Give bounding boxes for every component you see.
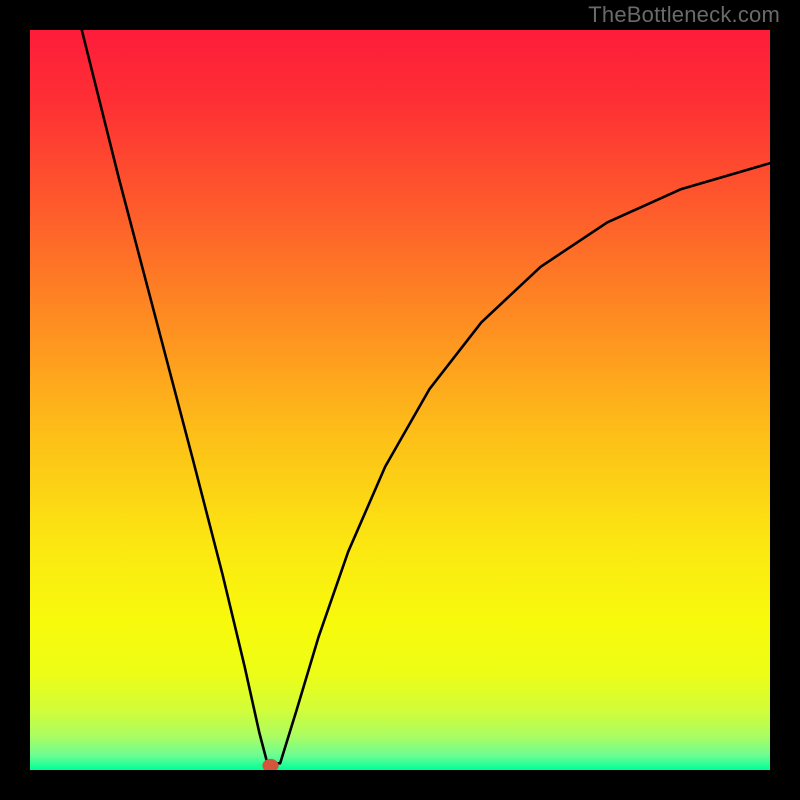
- watermark-text: TheBottleneck.com: [588, 2, 780, 28]
- chart-svg: [30, 30, 770, 770]
- plot-area: [30, 30, 770, 770]
- chart-background: [30, 30, 770, 770]
- chart-frame: TheBottleneck.com: [0, 0, 800, 800]
